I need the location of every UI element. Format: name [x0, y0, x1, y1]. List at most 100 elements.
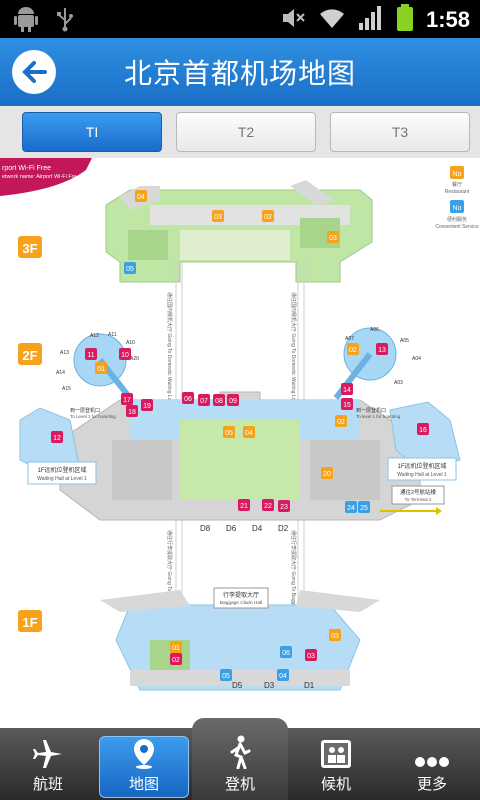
svg-text:24: 24	[347, 505, 355, 512]
map-marker[interactable]: 25	[358, 501, 370, 513]
map-marker[interactable]: 21	[238, 499, 250, 511]
map-marker[interactable]: 03	[327, 231, 339, 243]
svg-text:06: 06	[184, 396, 192, 403]
legend-badge-restaurant: No	[453, 171, 462, 178]
service-markers[interactable]: 05 24 25 05 04 06	[124, 262, 370, 681]
map-marker[interactable]: 19	[141, 399, 153, 411]
map-marker[interactable]: 07	[198, 394, 210, 406]
svg-text:12: 12	[53, 435, 61, 442]
left-pier-label: 1F远机位登机区域 Waiting Hall at Level 1	[27, 461, 97, 485]
map-marker[interactable]: 12	[51, 431, 63, 443]
svg-text:A13: A13	[60, 350, 69, 356]
map-marker[interactable]: 02	[335, 415, 347, 427]
nav-lounge-label: 候机	[320, 775, 351, 793]
vlabel-left-upper: 通往国内候机大厅 Going To Domestic Waiting Loung…	[166, 292, 173, 443]
map-canvas[interactable]: rport Wi-Fi Free etwork name: Airport Wi…	[0, 158, 480, 728]
svg-text:14: 14	[343, 387, 351, 394]
back-button[interactable]	[12, 50, 56, 94]
map-marker[interactable]: 22	[262, 499, 274, 511]
nav-more[interactable]: 更多	[384, 728, 480, 800]
nav-map-label: 地图	[128, 775, 159, 793]
svg-text:23: 23	[280, 504, 288, 511]
door-d2: D2	[278, 524, 289, 533]
signal-icon	[358, 5, 384, 35]
wifi-icon	[318, 6, 346, 34]
map-marker[interactable]: 03	[212, 210, 224, 222]
right-pier-label: 1F远机位登机区域 Waiting Hall at Level 1	[387, 457, 457, 481]
map-marker[interactable]: 02	[262, 210, 274, 222]
svg-text:19: 19	[143, 403, 151, 410]
nav-lounge[interactable]: 候机	[288, 728, 384, 800]
gate-labels-right: A06 A07 A05 A04 A03	[345, 327, 421, 386]
map-marker[interactable]: 04	[277, 669, 289, 681]
svg-text:行李提取大厅: 行李提取大厅	[223, 591, 259, 599]
terminal-tabs: TI T2 T3	[0, 106, 480, 159]
svg-text:A06: A06	[370, 327, 379, 333]
svg-text:05: 05	[225, 430, 233, 437]
svg-text:To Terminal 2: To Terminal 2	[405, 497, 432, 502]
svg-text:2F: 2F	[22, 348, 37, 363]
terminal2-link[interactable]: 通往2号航站楼 To Terminal 2	[380, 485, 445, 515]
nav-flights[interactable]: 航班	[0, 728, 96, 800]
map-marker[interactable]: 24	[345, 501, 357, 513]
svg-text:1F远机位登机区域: 1F远机位登机区域	[397, 462, 446, 470]
map-marker[interactable]: 06	[182, 392, 194, 404]
legend-service-en: Convenient Service	[435, 224, 479, 230]
tab-t1[interactable]: TI	[22, 112, 162, 152]
svg-text:13: 13	[378, 347, 386, 354]
svg-text:A20: A20	[130, 356, 139, 362]
map-marker[interactable]: 20	[321, 467, 333, 479]
nav-flights-label: 航班	[32, 775, 63, 793]
map-marker[interactable]: 17	[121, 393, 133, 405]
map-marker[interactable]: 04	[135, 190, 147, 202]
map-marker[interactable]: 15	[341, 398, 353, 410]
map-marker[interactable]: 10	[119, 348, 131, 360]
tab-t3[interactable]: T3	[330, 112, 470, 152]
svg-text:16: 16	[419, 427, 427, 434]
baggage-claim-label: 行李提取大厅 Baggage Claim Hall	[213, 587, 269, 609]
svg-text:05: 05	[222, 673, 230, 680]
nav-map[interactable]: 地图	[96, 728, 192, 800]
tab-t2[interactable]: T2	[176, 112, 316, 152]
map-marker[interactable]: 18	[126, 405, 138, 417]
map-marker[interactable]: 03	[329, 629, 341, 641]
android-debug-icon	[14, 6, 38, 36]
map-marker[interactable]: 05	[220, 669, 232, 681]
svg-text:A11: A11	[108, 332, 117, 338]
wifi-banner-line2: etwork name: Airport Wi-Fi Fre	[2, 174, 77, 180]
map-marker[interactable]: 05	[223, 426, 235, 438]
restaurant-markers[interactable]: 04 03 02 03 01 02 05 04 20 02 03 01	[95, 190, 359, 653]
walking-person-icon	[230, 735, 251, 769]
map-marker[interactable]: 02	[347, 343, 359, 355]
wifi-banner: rport Wi-Fi Free etwork name: Airport Wi…	[0, 158, 92, 196]
terminal-map[interactable]: rport Wi-Fi Free etwork name: Airport Wi…	[0, 158, 480, 728]
map-marker[interactable]: 16	[417, 423, 429, 435]
map-marker[interactable]: 03	[305, 649, 317, 661]
map-marker[interactable]: 13	[376, 343, 388, 355]
shop-markers[interactable]: 11 10 13 14 15 17 18 19 06 07 08 09 12 16 21 22 23 02 03	[51, 343, 429, 665]
floor-badge-3f[interactable]: 3F	[18, 236, 42, 258]
map-marker[interactable]: 08	[213, 394, 225, 406]
map-marker[interactable]: 01	[170, 641, 182, 653]
svg-text:Waiting Hall at Level 1: Waiting Hall at Level 1	[37, 476, 87, 482]
map-marker[interactable]: 11	[85, 348, 97, 360]
map-marker[interactable]: 04	[243, 426, 255, 438]
title-bar: 北京首都机场地图	[0, 38, 480, 106]
floor-badge-2f[interactable]: 2F	[18, 343, 42, 365]
svg-text:Baggage Claim Hall: Baggage Claim Hall	[220, 600, 262, 606]
nav-boarding-label: 登机	[224, 775, 255, 793]
map-legend: No 餐厅 Restaurant No 便利服务 Convenient Serv…	[435, 166, 479, 230]
map-marker[interactable]: 23	[278, 500, 290, 512]
nav-boarding[interactable]: 登机	[192, 718, 288, 800]
map-marker[interactable]: 01	[95, 362, 107, 374]
svg-text:04: 04	[245, 430, 253, 437]
map-marker[interactable]: 05	[124, 262, 136, 274]
map-marker[interactable]: 14	[341, 383, 353, 395]
svg-text:A05: A05	[400, 338, 409, 344]
legend-restaurant-zh: 餐厅	[452, 181, 462, 188]
map-marker[interactable]: 06	[280, 646, 292, 658]
airplane-icon	[33, 740, 62, 768]
floor-badge-1f[interactable]: 1F	[18, 610, 42, 632]
map-marker[interactable]: 02	[170, 653, 182, 665]
map-marker[interactable]: 09	[227, 394, 239, 406]
